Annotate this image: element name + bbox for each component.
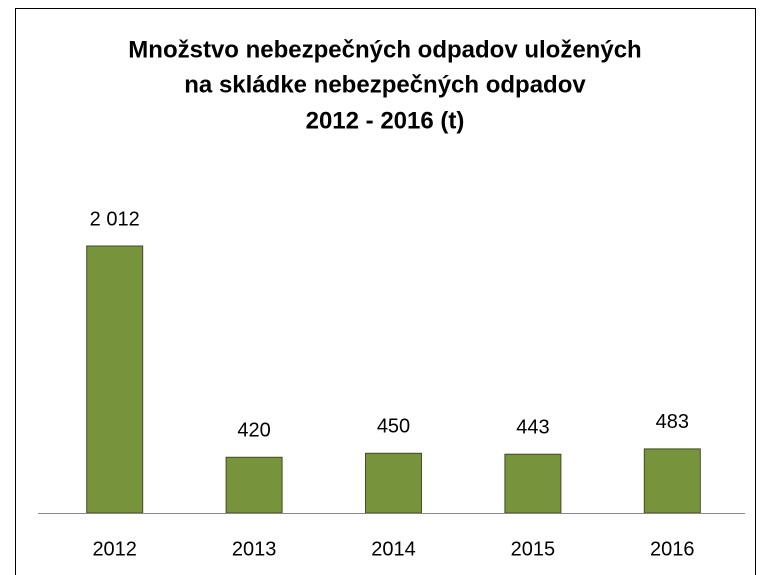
chart-title: 2012 - 2016 (t) xyxy=(306,107,465,134)
chart-title: na skládke nebezpečných odpadov xyxy=(184,71,586,98)
bar xyxy=(365,452,422,514)
value-label: 443 xyxy=(516,416,549,438)
value-label: 420 xyxy=(237,420,270,442)
bar xyxy=(86,245,144,514)
value-label: 483 xyxy=(656,411,689,433)
bar xyxy=(225,456,283,514)
x-tick-label: 2016 xyxy=(650,538,695,560)
bar xyxy=(504,453,562,514)
value-label: 450 xyxy=(377,416,410,438)
value-label: 2 012 xyxy=(90,208,140,230)
bar xyxy=(643,448,701,514)
x-tick-label: 2015 xyxy=(511,538,556,560)
chart-title: Množstvo nebezpečných odpadov uložených xyxy=(128,36,641,63)
x-tick-label: 2013 xyxy=(232,538,277,560)
x-tick-label: 2014 xyxy=(371,538,416,560)
x-tick-label: 2012 xyxy=(92,538,137,560)
